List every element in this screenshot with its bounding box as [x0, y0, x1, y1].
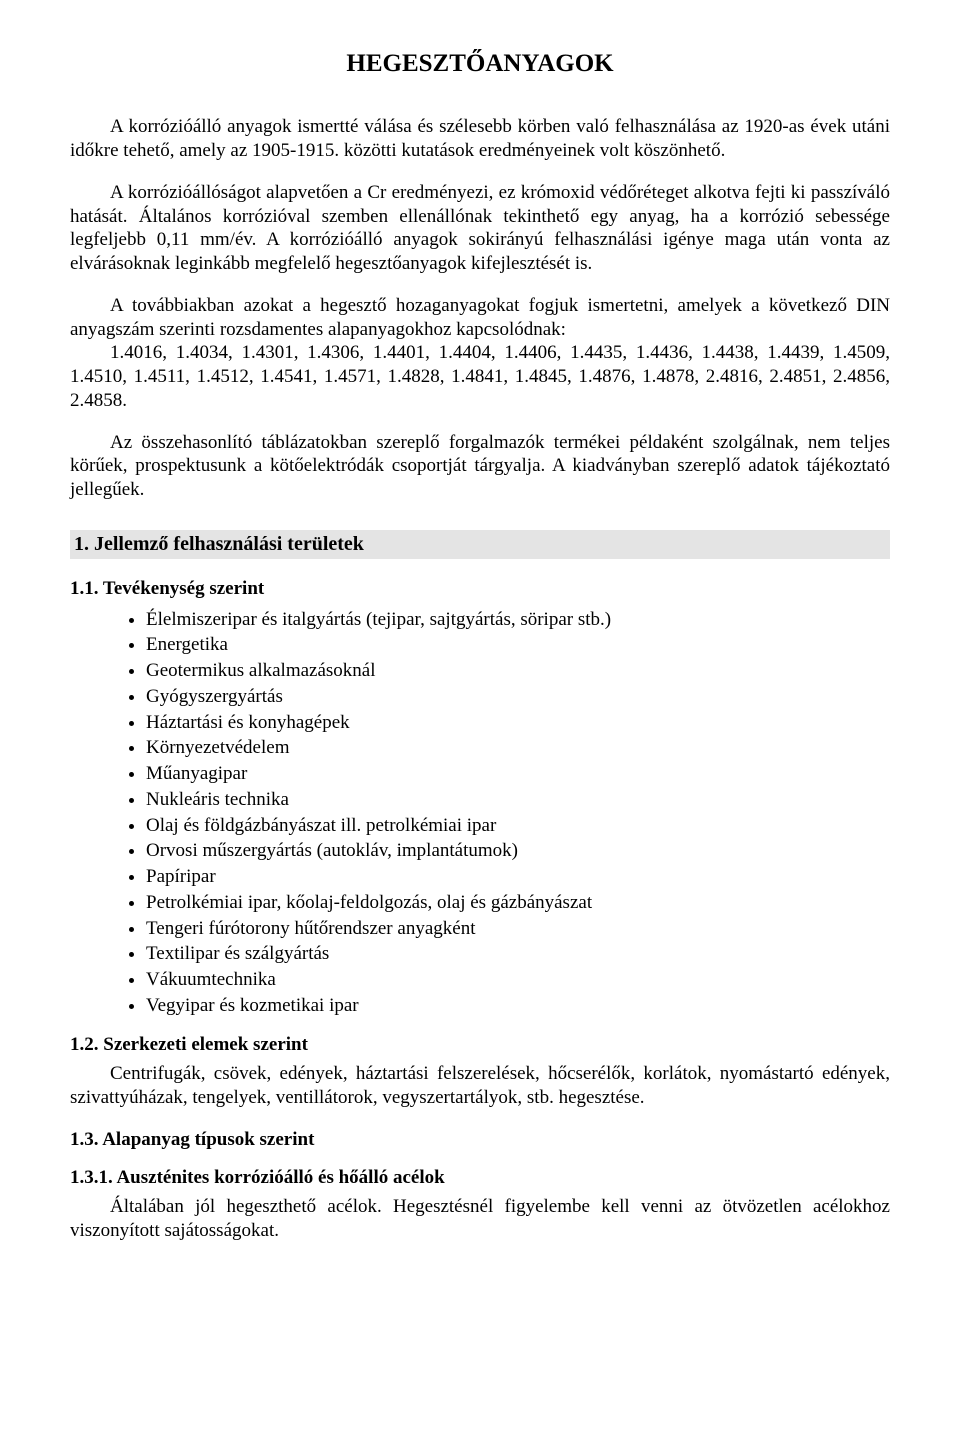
activity-list: Élelmiszeripar és italgyártás (tejipar, … — [70, 607, 890, 1019]
activity-list-item: Nukleáris technika — [146, 787, 890, 813]
activity-list-item: Petrolkémiai ipar, kőolaj-feldolgozás, o… — [146, 890, 890, 916]
activity-list-item: Háztartási és konyhagépek — [146, 710, 890, 736]
activity-list-item: Műanyagipar — [146, 761, 890, 787]
activity-list-item: Papíripar — [146, 864, 890, 890]
paragraph-1-2: Centrifugák, csövek, edények, háztartási… — [70, 1062, 890, 1110]
paragraph-din-intro: A továbbiakban azokat a hegesztő hozagan… — [70, 294, 890, 342]
subsection-1-1-heading: 1.1. Tevékenység szerint — [70, 577, 890, 601]
activity-list-item: Vegyipar és kozmetikai ipar — [146, 993, 890, 1019]
subsection-1-3-1-heading: 1.3.1. Auszténites korrózióálló és hőáll… — [70, 1166, 890, 1190]
paragraph-intro-1: A korrózióálló anyagok ismertté válása é… — [70, 115, 890, 163]
paragraph-intro-2: A korrózióállóságot alapvetően a Cr ered… — [70, 181, 890, 276]
activity-list-item: Olaj és földgázbányászat ill. petrolkémi… — [146, 813, 890, 839]
activity-list-item: Élelmiszeripar és italgyártás (tejipar, … — [146, 607, 890, 633]
activity-list-item: Vákuumtechnika — [146, 967, 890, 993]
activity-list-item: Geotermikus alkalmazásoknál — [146, 658, 890, 684]
activity-list-item: Energetika — [146, 632, 890, 658]
paragraph-1-3-1: Általában jól hegeszthető acélok. Hegesz… — [70, 1195, 890, 1243]
subsection-1-3-heading: 1.3. Alapanyag típusok szerint — [70, 1128, 890, 1152]
activity-list-item: Környezetvédelem — [146, 735, 890, 761]
activity-list-item: Textilipar és szálgyártás — [146, 941, 890, 967]
subsection-1-2-heading: 1.2. Szerkezeti elemek szerint — [70, 1033, 890, 1057]
page-title: HEGESZTŐANYAGOK — [70, 48, 890, 79]
section-1-heading: 1. Jellemző felhasználási területek — [70, 530, 890, 559]
activity-list-item: Gyógyszergyártás — [146, 684, 890, 710]
paragraph-note: Az összehasonlító táblázatokban szereplő… — [70, 431, 890, 502]
activity-list-item: Orvosi műszergyártás (autokláv, implantá… — [146, 838, 890, 864]
activity-list-item: Tengeri fúrótorony hűtőrendszer anyagkén… — [146, 916, 890, 942]
paragraph-din-list: 1.4016, 1.4034, 1.4301, 1.4306, 1.4401, … — [70, 341, 890, 412]
